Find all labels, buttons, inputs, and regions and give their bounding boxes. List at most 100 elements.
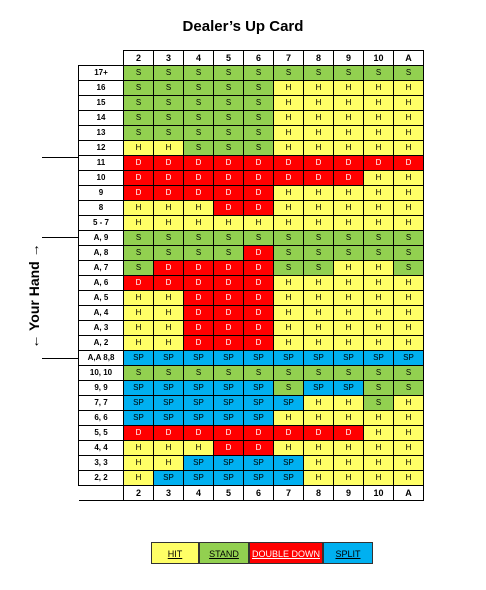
action-cell: H — [333, 410, 364, 426]
action-cell: H — [303, 95, 334, 111]
action-cell: D — [153, 185, 184, 201]
corner-cell — [78, 485, 124, 501]
action-cell: D — [243, 335, 274, 351]
action-cell: SP — [183, 410, 214, 426]
action-cell: H — [273, 320, 304, 336]
action-cell: H — [153, 305, 184, 321]
player-hand-label: A, 8 — [78, 245, 124, 261]
hand-row: 14 S S S S S H H H H H — [78, 110, 424, 126]
chart-title: Dealer’s Up Card — [182, 18, 304, 35]
action-cell: SP — [243, 350, 274, 366]
action-cell: H — [363, 140, 394, 156]
dealer-card-9: 9 — [333, 50, 364, 66]
action-cell: S — [393, 365, 424, 381]
action-cell: H — [393, 410, 424, 426]
action-cell: S — [273, 380, 304, 396]
action-cell: S — [273, 230, 304, 246]
action-cell: H — [273, 335, 304, 351]
action-cell: H — [393, 425, 424, 441]
hand-row: 17+ S S S S S S S S S S — [78, 65, 424, 81]
action-cell: H — [333, 110, 364, 126]
action-cell: H — [333, 260, 364, 276]
action-cell: H — [363, 455, 394, 471]
action-cell: S — [393, 245, 424, 261]
action-cell: S — [273, 245, 304, 261]
action-cell: D — [213, 425, 244, 441]
action-cell: S — [243, 230, 274, 246]
action-cell: H — [363, 305, 394, 321]
action-cell: H — [153, 320, 184, 336]
action-cell: S — [243, 80, 274, 96]
action-cell: D — [153, 275, 184, 291]
action-cell: H — [393, 335, 424, 351]
strategy-body: 17+ S S S S S S S S S S 16 S S S S S H H H H H 15 S S S S S H H H H H 14 S… — [78, 65, 424, 486]
action-cell: H — [183, 215, 214, 231]
action-cell: D — [123, 275, 154, 291]
action-cell: S — [183, 80, 214, 96]
player-hand-label: 15 — [78, 95, 124, 111]
action-cell: S — [123, 125, 154, 141]
action-cell: H — [213, 215, 244, 231]
action-cell: H — [363, 335, 394, 351]
action-cell: H — [123, 290, 154, 306]
action-cell: H — [333, 80, 364, 96]
action-cell: D — [123, 185, 154, 201]
action-cell: S — [183, 230, 214, 246]
dealer-card-2: 2 — [123, 50, 154, 66]
action-cell: D — [243, 200, 274, 216]
action-cell: S — [363, 395, 394, 411]
dealer-header: 2 3 4 5 6 7 8 9 10 A — [78, 50, 424, 66]
hand-row: 9, 9 SP SP SP SP SP S SP SP S S — [78, 380, 424, 396]
action-cell: SP — [183, 350, 214, 366]
action-cell: S — [183, 110, 214, 126]
action-cell: H — [273, 185, 304, 201]
action-cell: H — [333, 320, 364, 336]
action-cell: D — [243, 290, 274, 306]
action-cell: SP — [303, 380, 334, 396]
action-cell: S — [123, 365, 154, 381]
action-cell: D — [243, 425, 274, 441]
action-cell: H — [333, 305, 364, 321]
dealer-card-a: A — [393, 485, 424, 501]
action-cell: S — [243, 125, 274, 141]
player-hand-label: A, 3 — [78, 320, 124, 336]
player-hand-label: 9, 9 — [78, 380, 124, 396]
action-cell: H — [393, 470, 424, 486]
action-cell: SP — [393, 350, 424, 366]
action-cell: S — [243, 140, 274, 156]
action-cell: D — [333, 425, 364, 441]
player-hand-label: A, 7 — [78, 260, 124, 276]
action-cell: D — [183, 335, 214, 351]
action-cell: S — [183, 140, 214, 156]
action-cell: D — [153, 425, 184, 441]
action-cell: H — [273, 410, 304, 426]
player-hand-label: A, 4 — [78, 305, 124, 321]
action-cell: H — [393, 110, 424, 126]
action-cell: S — [363, 245, 394, 261]
player-hand-label: A, 2 — [78, 335, 124, 351]
action-cell: D — [153, 260, 184, 276]
action-cell: H — [153, 455, 184, 471]
action-cell: H — [303, 80, 334, 96]
action-cell: S — [393, 65, 424, 81]
action-cell: SP — [213, 395, 244, 411]
action-cell: D — [123, 155, 154, 171]
action-cell: SP — [153, 395, 184, 411]
action-cell: H — [363, 440, 394, 456]
action-cell: SP — [213, 410, 244, 426]
action-cell: H — [363, 125, 394, 141]
action-cell: H — [303, 335, 334, 351]
action-cell: SP — [273, 455, 304, 471]
action-cell: D — [183, 170, 214, 186]
hand-row: 10, 10 S S S S S S S S S S — [78, 365, 424, 381]
player-hand-label: 5 - 7 — [78, 215, 124, 231]
action-cell: H — [123, 470, 154, 486]
action-cell: S — [213, 365, 244, 381]
dealer-card-8: 8 — [303, 485, 334, 501]
action-cell: D — [213, 275, 244, 291]
player-hand-label: 8 — [78, 200, 124, 216]
action-cell: H — [363, 215, 394, 231]
action-cell: D — [213, 290, 244, 306]
action-cell: H — [303, 455, 334, 471]
